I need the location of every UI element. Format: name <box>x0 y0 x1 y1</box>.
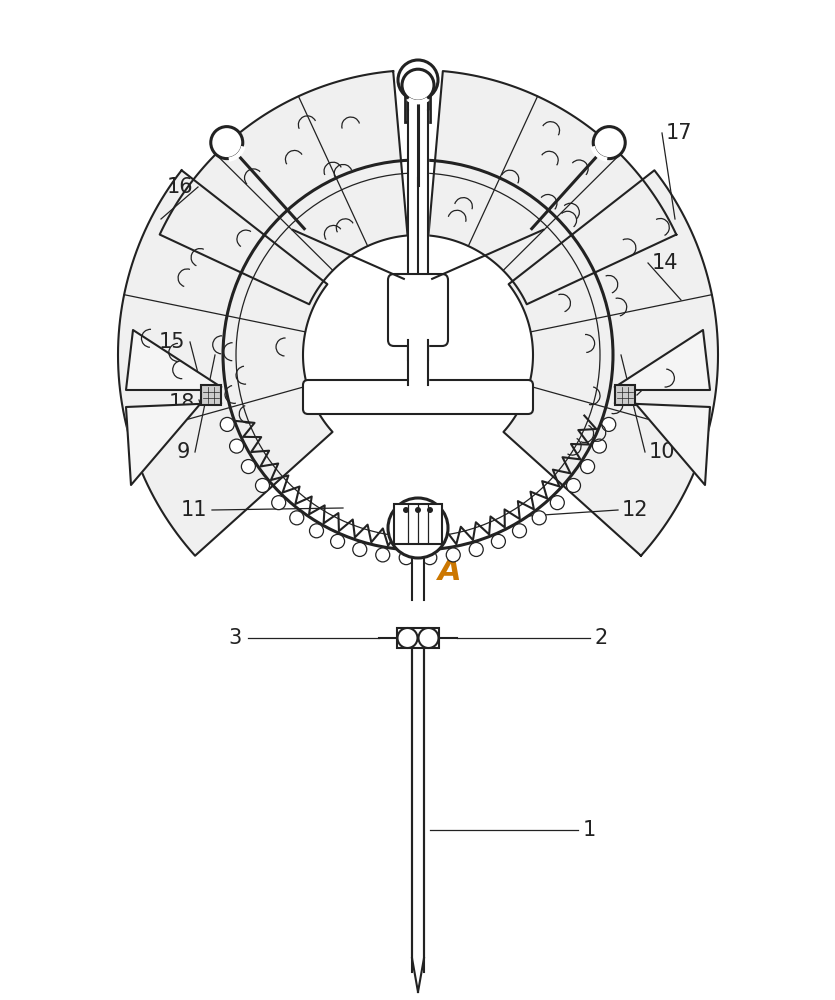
Bar <box>394 504 442 544</box>
Circle shape <box>398 60 438 100</box>
Polygon shape <box>504 170 718 556</box>
Circle shape <box>602 417 615 431</box>
Text: 13: 13 <box>664 363 691 383</box>
Text: 1: 1 <box>583 820 596 840</box>
Text: 9: 9 <box>177 442 190 462</box>
Circle shape <box>399 551 413 565</box>
Circle shape <box>592 439 606 453</box>
Circle shape <box>532 511 546 525</box>
Circle shape <box>580 460 595 474</box>
Polygon shape <box>428 71 676 304</box>
Text: 16: 16 <box>166 177 193 197</box>
Bar <box>615 385 635 405</box>
Circle shape <box>210 127 243 159</box>
Polygon shape <box>126 330 221 390</box>
Bar <box>397 628 439 648</box>
Circle shape <box>388 498 448 558</box>
FancyBboxPatch shape <box>388 274 448 346</box>
Circle shape <box>492 534 505 548</box>
Text: 15: 15 <box>159 332 185 352</box>
Polygon shape <box>615 403 710 485</box>
Text: 11: 11 <box>180 500 207 520</box>
Text: 10: 10 <box>649 442 676 462</box>
FancyBboxPatch shape <box>303 380 533 414</box>
Circle shape <box>402 69 434 101</box>
Circle shape <box>415 507 421 513</box>
Polygon shape <box>615 330 710 390</box>
Circle shape <box>397 628 418 648</box>
Text: 17: 17 <box>666 123 692 143</box>
Circle shape <box>271 496 286 510</box>
Circle shape <box>230 439 244 453</box>
Circle shape <box>290 511 304 525</box>
Circle shape <box>550 496 564 510</box>
Text: 18: 18 <box>169 393 195 413</box>
Circle shape <box>427 507 433 513</box>
Text: 2: 2 <box>594 628 607 648</box>
Circle shape <box>469 542 483 556</box>
Polygon shape <box>159 71 407 304</box>
Text: 14: 14 <box>652 253 679 273</box>
Circle shape <box>241 460 256 474</box>
Bar <box>201 385 221 405</box>
Polygon shape <box>126 403 221 485</box>
Circle shape <box>593 127 625 159</box>
Circle shape <box>331 534 345 548</box>
Circle shape <box>220 417 235 431</box>
Text: A: A <box>438 558 462 586</box>
Circle shape <box>403 507 409 513</box>
Circle shape <box>423 551 437 565</box>
Circle shape <box>352 542 367 556</box>
Polygon shape <box>118 170 332 556</box>
Circle shape <box>256 478 270 492</box>
Text: 3: 3 <box>229 628 242 648</box>
Circle shape <box>310 524 323 538</box>
Polygon shape <box>412 958 424 992</box>
Circle shape <box>446 548 460 562</box>
Circle shape <box>513 524 527 538</box>
Circle shape <box>566 478 580 492</box>
Circle shape <box>418 628 438 648</box>
Text: 12: 12 <box>622 500 649 520</box>
Circle shape <box>376 548 390 562</box>
